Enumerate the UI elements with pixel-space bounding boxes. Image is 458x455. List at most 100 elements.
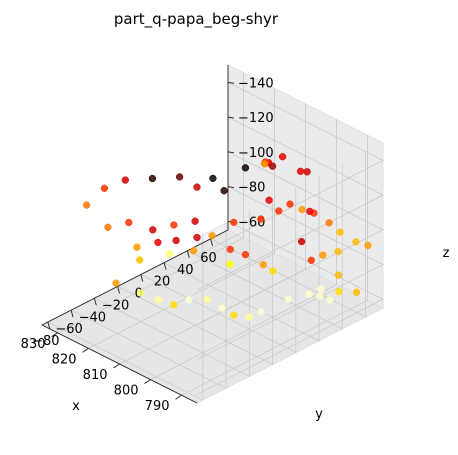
scatter-point [325, 219, 333, 227]
z-tick-mark [227, 81, 235, 84]
y-axis-line [41, 229, 229, 326]
scatter-point [364, 241, 372, 250]
scatter-point [335, 287, 343, 296]
scatter-point [334, 247, 342, 256]
scatter-point [260, 160, 269, 168]
y-tick-mark [186, 250, 190, 258]
scatter-point [125, 218, 133, 227]
y-tick-mark [117, 286, 120, 294]
scatter-point [203, 295, 211, 304]
scatter-point [352, 238, 360, 246]
scatter-points [82, 153, 372, 321]
scatter-point [148, 174, 157, 183]
scatter-point [136, 289, 145, 297]
z-tick-label: −120 [238, 111, 274, 126]
scatter-point [218, 304, 226, 312]
scatter-point [104, 223, 112, 231]
scatter-point [189, 247, 198, 255]
scatter-point [170, 221, 178, 229]
scatter-point [296, 167, 305, 175]
x-tick-label: 820 [52, 352, 77, 367]
grid-lines [47, 72, 384, 401]
scatter-point [226, 260, 234, 268]
scatter-point [226, 245, 234, 254]
scatter-point [154, 238, 162, 247]
scatter-point [193, 183, 201, 191]
z-tick-mark [227, 186, 235, 189]
x-tick-mark [113, 363, 120, 369]
scatter-point [121, 176, 129, 184]
scatter-point [257, 215, 265, 223]
x-tick-label: 790 [145, 399, 170, 414]
x-axis-label: x [72, 399, 80, 414]
tick-labels: 790800810820830−80−60−40−200204060−140−1… [21, 76, 274, 414]
z-tick-mark [227, 116, 235, 119]
y-tick-mark [47, 321, 51, 330]
z-tick-label: −80 [238, 181, 265, 196]
scatter-point [286, 200, 294, 208]
scatter-point [149, 226, 157, 234]
scatter-point [172, 236, 180, 245]
x-tick-mark [175, 394, 182, 400]
scatter-point [265, 196, 273, 204]
y-tick-label: 40 [177, 263, 194, 278]
grid-line-z [196, 151, 384, 326]
scatter-point [275, 207, 283, 215]
x-tick-mark [82, 348, 89, 353]
y-tick-label: −60 [55, 322, 82, 337]
grid-line-x [150, 119, 337, 380]
scatter-point [298, 205, 306, 214]
y-tick-label: −20 [102, 298, 129, 313]
grid-line-y [187, 163, 343, 330]
y-axis-label: y [315, 407, 323, 422]
y-tick-mark [93, 298, 97, 306]
scatter-point [284, 295, 292, 303]
scatter-point [112, 279, 120, 287]
scatter-point [326, 296, 334, 304]
y-tick-label: 60 [200, 251, 217, 266]
scatter-point [220, 187, 228, 195]
chart-title: part_q-papa_beg-shyr [114, 10, 279, 29]
grid-line-y [70, 223, 227, 389]
scatter-point [257, 308, 265, 316]
y-tick-mark [210, 238, 213, 247]
grid-line-z [196, 116, 384, 291]
scatter-point [303, 168, 311, 176]
scatter-point [100, 184, 109, 192]
grid-line-y [94, 211, 250, 377]
scatter-point [316, 292, 324, 300]
grid-line-x [57, 72, 244, 334]
scatter-point [175, 173, 184, 181]
scatter-point [278, 153, 287, 161]
scatter-point [297, 237, 306, 246]
grid-line-z [196, 220, 384, 395]
z-tick-mark [227, 151, 235, 154]
scatter-point [154, 296, 163, 304]
y-tick-mark [163, 262, 167, 270]
z-tick-label: −100 [238, 146, 274, 161]
scatter-point [259, 261, 267, 269]
scatter-point [133, 243, 141, 251]
grid-line-z [196, 82, 384, 256]
grid-line-x [181, 135, 368, 396]
grid-line-y [117, 199, 274, 366]
scatter-point [191, 217, 199, 225]
x-tick-label: 810 [83, 368, 108, 383]
scatter-point [241, 250, 250, 259]
grid-line-y [47, 235, 204, 401]
scatter-point [269, 267, 277, 275]
scatter-point [136, 256, 144, 264]
x-tick-label: 830 [21, 337, 46, 352]
z-tick-label: −140 [238, 76, 274, 91]
scatter-point [185, 296, 193, 304]
y-tick-label: 20 [154, 275, 171, 290]
grid-line-x [88, 88, 275, 349]
scatter-point [170, 301, 178, 309]
y-tick-mark [140, 274, 144, 282]
x-tick-mark [51, 332, 58, 338]
scatter-point [336, 228, 344, 236]
scatter-point [307, 256, 315, 264]
x-tick-mark [144, 379, 151, 384]
y-tick-label: −80 [32, 334, 59, 349]
